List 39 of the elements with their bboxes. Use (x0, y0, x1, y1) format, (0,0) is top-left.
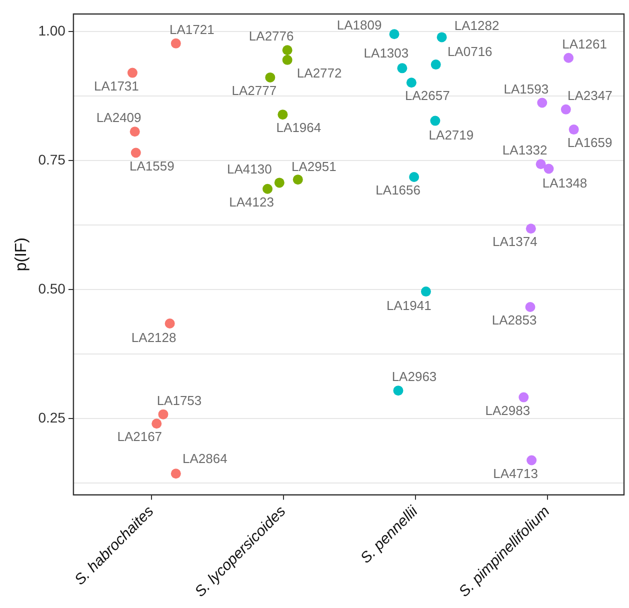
annotation: LA1303 (364, 46, 409, 61)
annotation: LA1731 (94, 78, 139, 94)
annotation: LA1659 (567, 135, 612, 150)
annotation: LA0716 (447, 44, 492, 60)
annotation: LA2983 (485, 402, 530, 418)
y-tick-label: 1.00 (38, 22, 66, 38)
annotation: LA2128 (131, 330, 176, 346)
annotation: LA1941 (386, 298, 432, 314)
annotation: LA1721 (169, 22, 214, 37)
annotation: LA2853 (492, 312, 537, 328)
y-axis-title: p(IF) (13, 238, 30, 272)
annotation: LA1282 (454, 18, 500, 33)
annotation: LA4713 (493, 466, 538, 481)
annotation: LA2772 (296, 65, 342, 80)
annotation: LA4123 (229, 194, 274, 210)
annotation: LA1593 (504, 81, 549, 96)
annotation: LA2951 (291, 159, 336, 174)
annotation: LA2777 (232, 83, 277, 98)
annotation: LA1559 (129, 158, 174, 174)
annotation: LA2963 (392, 369, 437, 384)
annotation: LA2167 (117, 429, 162, 444)
annotation: LA4130 (226, 161, 272, 176)
annotation: LA2719 (428, 127, 474, 142)
annotation: LA1348 (542, 175, 588, 190)
annotation: LA1809 (336, 18, 382, 33)
annotation: LA2776 (248, 28, 294, 44)
y-tick-label: 0.50 (38, 280, 66, 296)
annotation: LA1261 (562, 36, 607, 52)
annotation: LA1656 (376, 182, 420, 198)
annotation: LA2347 (567, 88, 612, 104)
annotation: LA1332 (502, 142, 548, 158)
annotation: LA1753 (156, 392, 202, 408)
annotation: LA2409 (96, 110, 142, 126)
annotation: LA2657 (405, 88, 450, 104)
annotation: LA2864 (182, 451, 228, 466)
y-tick-label: 0.75 (38, 151, 66, 168)
y-tick-label: 0.25 (38, 409, 66, 426)
annotation: LA1374 (492, 234, 538, 250)
annotation: LA1964 (276, 120, 322, 136)
